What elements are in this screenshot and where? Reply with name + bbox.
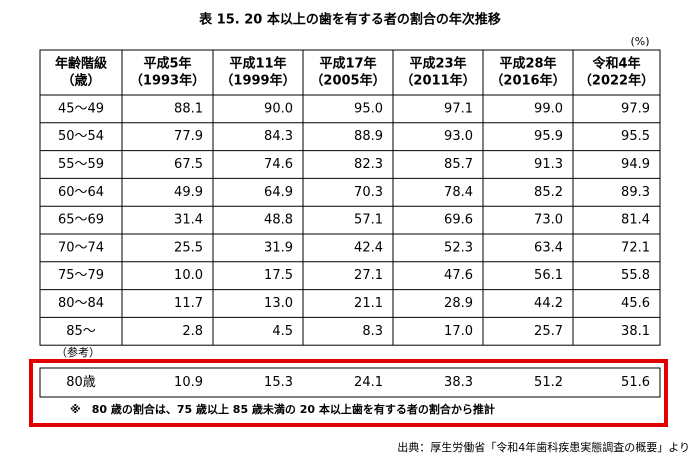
cell-value: 57.1 [354,213,383,228]
cell-value: 97.9 [621,101,650,116]
age-label: 45～49 [58,101,104,116]
cell-value: 2.8 [182,324,203,339]
cell-value: 31.4 [174,213,203,228]
cell-value: 31.9 [264,240,293,255]
column-header: （1999年） [220,73,295,89]
age-label: 60～64 [58,185,104,200]
cell-value: 28.9 [444,296,473,311]
column-header: （2011年） [400,73,475,89]
cell-value: 67.5 [174,157,203,172]
column-header: （2022年） [579,73,654,89]
reference-value: 38.3 [444,375,473,390]
reference-row-border [39,367,661,398]
reference-value: 24.1 [354,375,383,390]
cell-value: 11.7 [174,296,203,311]
table-border [39,49,661,346]
cell-value: 8.3 [362,324,383,339]
cell-value: 85.7 [444,157,473,172]
cell-value: 94.9 [621,157,650,172]
column-header: 令和4年 [592,56,640,72]
cell-value: 78.4 [444,185,473,200]
cell-value: 93.0 [444,129,473,144]
column-header: 平成28年 [499,56,556,72]
cell-value: 10.0 [174,268,203,283]
reference-label: （参考） [56,345,100,359]
reference-value: 15.3 [264,375,293,390]
cell-value: 47.6 [444,268,473,283]
column-header: （2016年） [490,73,565,89]
age-label: 70～74 [58,240,104,255]
cell-value: 56.1 [534,268,563,283]
cell-value: 73.0 [534,213,563,228]
cell-value: 81.4 [621,213,650,228]
cell-value: 90.0 [264,101,293,116]
cell-value: 17.5 [264,268,293,283]
cell-value: 74.6 [264,157,293,172]
column-header: 年齢階級 [55,56,107,72]
reference-value: 51.6 [621,375,650,390]
cell-value: 38.1 [621,324,650,339]
cell-value: 72.1 [621,240,650,255]
cell-value: 64.9 [264,185,293,200]
cell-value: 88.9 [354,129,383,144]
cell-value: 45.6 [621,296,650,311]
cell-value: 25.7 [534,324,563,339]
cell-value: 44.2 [534,296,563,311]
title: 表 15. 20 本以上の歯を有する者の割合の年次推移 [198,12,501,28]
cell-value: 27.1 [354,268,383,283]
source: 出典：厚生労働省「令和4年歯科疾患実態調査の概要」より [397,440,690,454]
cell-value: 48.8 [264,213,293,228]
column-header: 平成17年 [319,56,376,72]
cell-value: 82.3 [354,157,383,172]
cell-value: 25.5 [174,240,203,255]
cell-value: 13.0 [264,296,293,311]
column-header: （歳） [61,73,100,89]
cell-value: 95.0 [354,101,383,116]
cell-value: 95.9 [534,129,563,144]
column-header: 平成23年 [409,56,466,72]
age-label: 75～79 [58,268,104,283]
column-header: （1993年） [130,73,205,89]
cell-value: 88.1 [174,101,203,116]
cell-value: 95.5 [621,129,650,144]
cell-value: 84.3 [264,129,293,144]
cell-value: 63.4 [534,240,563,255]
cell-value: 99.0 [534,101,563,116]
cell-value: 77.9 [174,129,203,144]
unit: (%) [630,35,649,48]
reference-value: 10.9 [174,375,203,390]
cell-value: 69.6 [444,213,473,228]
cell-value: 97.1 [444,101,473,116]
column-header: 平成11年 [229,56,286,72]
cell-value: 4.5 [272,324,293,339]
column-header: （2005年） [310,73,385,89]
age-label: 65～69 [58,213,104,228]
cell-value: 85.2 [534,185,563,200]
cell-value: 70.3 [354,185,383,200]
age-label: 50～54 [58,129,104,144]
note: ※ 80 歳の割合は、75 歳以上 85 歳未満の 20 本以上歯を有する者の割… [70,402,495,416]
age-label: 80～84 [58,296,104,311]
cell-value: 49.9 [174,185,203,200]
age-label: 55～59 [58,157,104,172]
cell-value: 21.1 [354,296,383,311]
column-header: 平成5年 [143,56,191,72]
highlight-box [29,359,668,427]
cell-value: 17.0 [444,324,473,339]
cell-value: 55.8 [621,268,650,283]
reference-value: 51.2 [534,375,563,390]
age-label: 85～ [66,324,96,339]
cell-value: 42.4 [354,240,383,255]
cell-value: 52.3 [444,240,473,255]
reference-age: 80歳 [66,375,96,390]
cell-value: 91.3 [534,157,563,172]
cell-value: 89.3 [621,185,650,200]
